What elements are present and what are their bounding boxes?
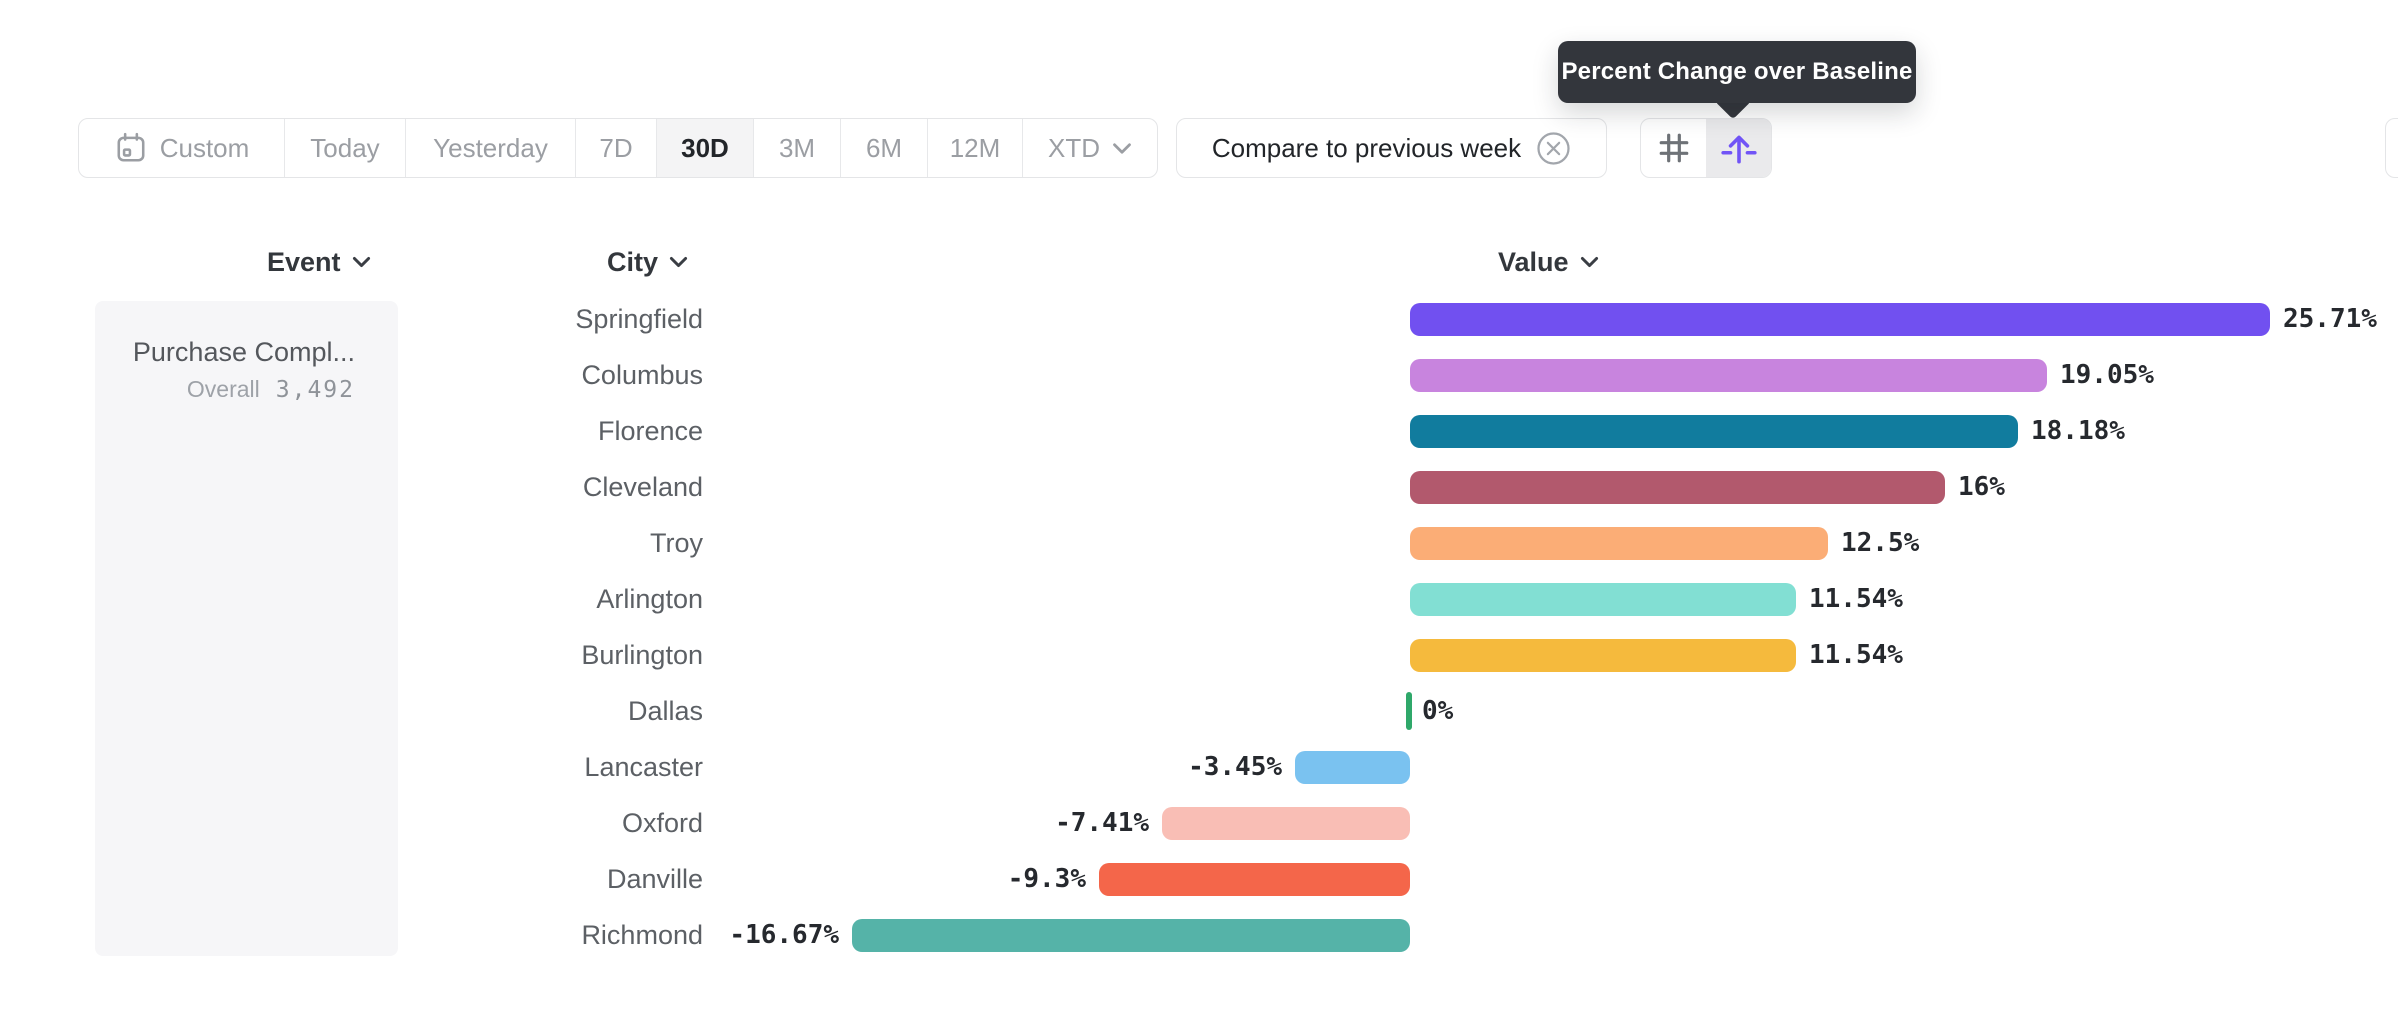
overall-label: Overall (186, 376, 260, 402)
city-label: Columbus (581, 360, 703, 390)
value-label: 12.5% (1841, 528, 1920, 558)
city-label: Burlington (581, 640, 703, 670)
chevron-down-icon (352, 256, 371, 268)
uplift-view-button[interactable] (1706, 119, 1771, 177)
city-label: Springfield (575, 304, 703, 334)
value-bar[interactable] (1162, 807, 1410, 840)
uplift-icon (1720, 129, 1758, 167)
compare-label: Compare to previous week (1211, 132, 1522, 163)
value-label: 19.05% (2060, 360, 2154, 390)
value-bar[interactable] (1099, 863, 1410, 896)
calendar-icon (114, 131, 148, 165)
column-header-city[interactable]: City (607, 246, 688, 278)
value-bar[interactable] (1410, 359, 2047, 392)
range-label: 7D (599, 132, 633, 163)
tooltip-text: Percent Change over Baseline (1561, 58, 1913, 85)
value-bar[interactable] (1410, 527, 1828, 560)
value-label: -7.41% (1055, 808, 1149, 838)
city-label: Troy (650, 528, 703, 558)
chevron-down-icon (669, 256, 688, 268)
grid-view-button[interactable] (1641, 119, 1706, 177)
city-label: Oxford (621, 808, 703, 838)
city-label: Lancaster (584, 752, 703, 782)
compare-to-previous-week-button[interactable]: Compare to previous week (1176, 118, 1607, 178)
range-label: 12M (949, 132, 1001, 163)
range-label: Today (310, 132, 380, 163)
range-30d-selected[interactable]: 30D (657, 119, 754, 177)
range-custom[interactable]: Custom (79, 119, 285, 177)
range-label: 6M (865, 132, 903, 163)
clipped-toolbar-button[interactable] (2385, 118, 2398, 178)
column-header-value[interactable]: Value (1498, 246, 1599, 278)
value-bar[interactable] (1410, 583, 1796, 616)
city-label: Arlington (596, 584, 703, 614)
value-label: -9.3% (1007, 864, 1086, 894)
city-label: Florence (597, 416, 703, 446)
event-name: Purchase Compl... (132, 337, 355, 367)
value-bar[interactable] (1410, 471, 1945, 504)
range-6m[interactable]: 6M (841, 119, 928, 177)
column-label: Event (267, 246, 341, 277)
range-yesterday[interactable]: Yesterday (406, 119, 576, 177)
value-label: 11.54% (1809, 640, 1903, 670)
range-label: 3M (778, 132, 816, 163)
value-label: 16% (1958, 472, 2005, 502)
value-label: -16.67% (729, 920, 839, 950)
range-7d[interactable]: 7D (576, 119, 657, 177)
remove-compare-icon[interactable] (1536, 131, 1571, 166)
range-12m[interactable]: 12M (928, 119, 1023, 177)
overall-value: 3,492 (275, 377, 355, 403)
value-bar[interactable] (1295, 751, 1410, 784)
event-overall-row: Overall 3,492 (95, 376, 355, 403)
value-bar[interactable] (1406, 692, 1412, 730)
column-header-event[interactable]: Event (267, 246, 371, 278)
date-range-control: Custom Today Yesterday 7D 30D 3M 6M 12M … (78, 118, 1158, 178)
value-bar[interactable] (1410, 639, 1796, 672)
value-bar[interactable] (1410, 303, 2270, 336)
value-label: 0% (1422, 696, 1454, 726)
range-label: Custom (159, 132, 250, 163)
range-label: Yesterday (433, 132, 548, 163)
city-label: Richmond (581, 920, 703, 950)
value-label: -3.45% (1188, 752, 1282, 782)
city-label: Dallas (627, 696, 703, 726)
grid-icon (1657, 131, 1691, 165)
chevron-down-icon (1580, 256, 1599, 268)
city-label: Cleveland (582, 472, 703, 502)
city-label: Danville (606, 864, 703, 894)
column-label: Value (1498, 246, 1569, 277)
range-xtd-dropdown[interactable]: XTD (1023, 119, 1157, 177)
range-3m[interactable]: 3M (754, 119, 841, 177)
range-today[interactable]: Today (285, 119, 406, 177)
chart-mode-toggle (1640, 118, 1772, 178)
value-label: 25.71% (2283, 304, 2377, 334)
column-label: City (607, 246, 659, 277)
value-bar[interactable] (852, 919, 1410, 952)
range-label: XTD (1048, 132, 1100, 163)
event-summary-panel[interactable]: Purchase Compl... Overall 3,492 (95, 301, 398, 956)
value-label: 11.54% (1809, 584, 1903, 614)
range-label: 30D (681, 132, 729, 163)
chart-mode-tooltip: Percent Change over Baseline (1558, 41, 1916, 103)
value-label: 18.18% (2031, 416, 2125, 446)
chevron-down-icon (1112, 142, 1132, 155)
value-bar[interactable] (1410, 415, 2018, 448)
